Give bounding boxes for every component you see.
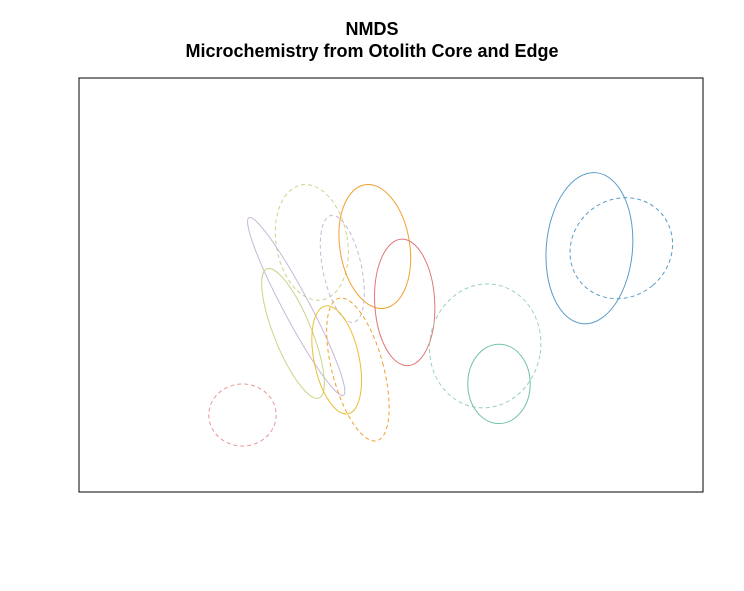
ellipse-11 bbox=[467, 343, 531, 425]
ellipse-layer bbox=[208, 172, 674, 447]
ellipse-4 bbox=[247, 216, 346, 397]
ellipse-5 bbox=[374, 238, 436, 367]
plot-frame bbox=[78, 77, 704, 493]
ellipse-7 bbox=[311, 305, 363, 415]
ellipse-9 bbox=[208, 383, 277, 447]
ellipse-6 bbox=[261, 267, 325, 399]
chart-title: NMDS bbox=[345, 19, 399, 39]
ellipse-10 bbox=[428, 283, 542, 409]
ellipse-3 bbox=[319, 214, 365, 323]
ellipse-12 bbox=[545, 172, 634, 325]
ellipse-13 bbox=[569, 197, 674, 300]
ellipse-1 bbox=[274, 184, 349, 301]
ellipse-8 bbox=[326, 297, 390, 442]
chart-subtitle: Microchemistry from Otolith Core and Edg… bbox=[185, 41, 559, 61]
